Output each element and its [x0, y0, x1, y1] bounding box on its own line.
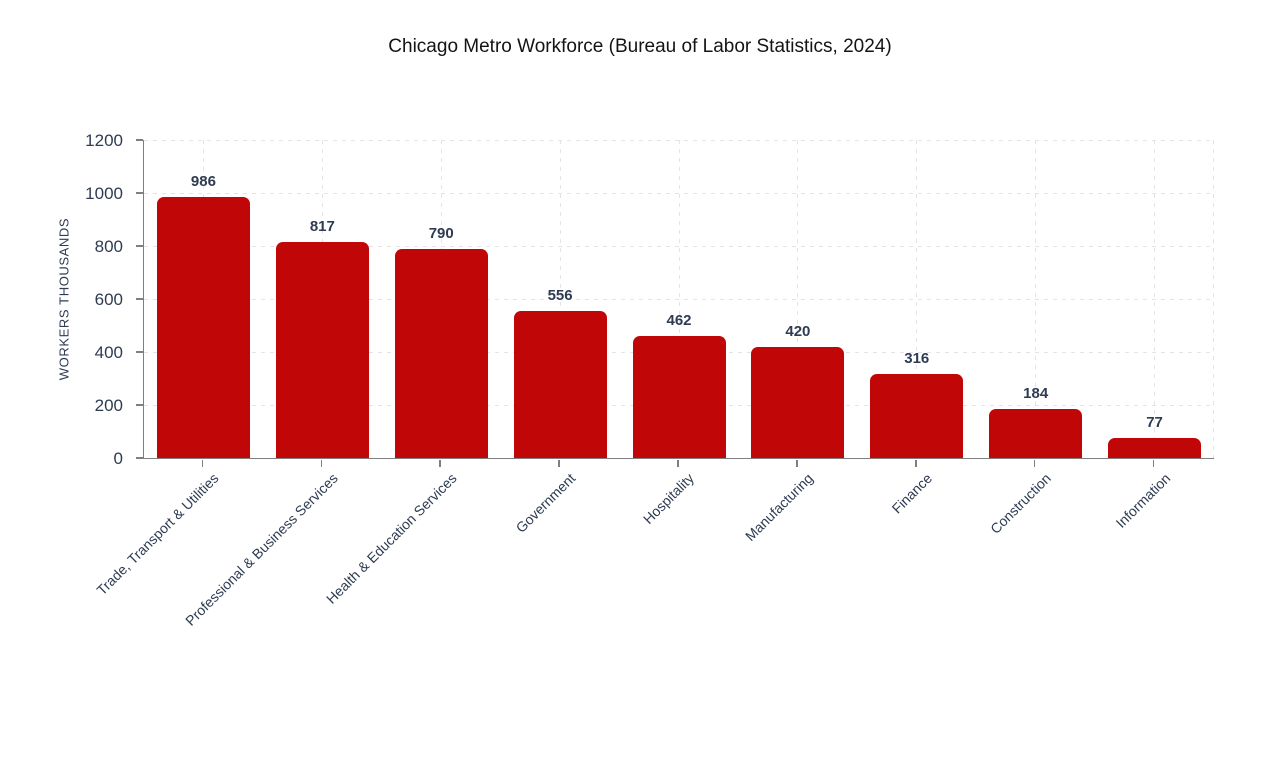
bar-value-label: 790: [428, 224, 454, 242]
v-gridline: [1035, 140, 1037, 458]
bar: [394, 248, 488, 458]
x-tick-label: Information: [1112, 470, 1173, 531]
bar-value-label: 77: [1146, 413, 1163, 431]
x-tick-label: Construction: [987, 470, 1054, 537]
bar: [632, 335, 726, 458]
bar: [1108, 437, 1202, 458]
x-tick-label: Government: [512, 470, 579, 536]
x-tick-label: Health & Education Services: [322, 470, 460, 607]
bar: [870, 374, 964, 458]
x-tick-mark: [439, 459, 441, 467]
x-tick-mark: [1152, 459, 1155, 467]
y-tick-mark: [136, 298, 143, 300]
y-tick-mark: [136, 404, 143, 406]
v-gridline: [916, 140, 918, 458]
bar: [275, 241, 369, 458]
x-tick-label: Hospitality: [640, 470, 698, 527]
v-gridline: [797, 140, 799, 458]
x-tick-label: Finance: [888, 470, 936, 517]
y-tick-label: 1000: [85, 183, 123, 203]
bar: [751, 346, 845, 458]
bar-value-label: 420: [785, 322, 811, 340]
y-tick-mark: [136, 457, 143, 459]
y-tick-mark: [136, 192, 143, 194]
y-tick-mark: [136, 139, 143, 141]
bar: [156, 196, 250, 458]
bar-value-label: 184: [1023, 385, 1049, 403]
y-tick-mark: [136, 245, 143, 247]
y-tick-label: 0: [113, 448, 123, 468]
bar: [989, 409, 1083, 458]
chart-title: Chicago Metro Workforce (Bureau of Labor…: [388, 36, 892, 57]
bar-value-label: 462: [666, 311, 692, 329]
x-tick-mark: [677, 459, 679, 467]
plot-area: 986 817 790 556 462 420 316 184 77: [143, 139, 1214, 459]
v-gridline: [559, 140, 561, 458]
x-tick-mark: [558, 459, 560, 467]
y-tick-label: 200: [94, 395, 123, 415]
x-tick-mark: [320, 459, 323, 467]
x-tick-mark: [1033, 459, 1036, 467]
x-tick-label: Trade, Transport & Utilities: [93, 470, 222, 599]
v-gridline: [1213, 140, 1214, 458]
x-tick-label: Manufacturing: [742, 470, 817, 545]
x-tick-mark: [796, 459, 798, 467]
bar-value-label: 986: [190, 172, 216, 190]
x-tick-mark: [201, 459, 204, 467]
y-tick-label: 1200: [85, 130, 123, 150]
bar-value-label: 817: [309, 217, 335, 235]
v-gridline: [1154, 140, 1156, 458]
x-axis-tick-labels: Trade, Transport & Utilities Professional…: [94, 470, 1213, 690]
y-tick-label: 400: [94, 342, 123, 362]
y-tick-mark: [136, 351, 143, 353]
bar-value-label: 556: [547, 286, 573, 304]
bar: [513, 310, 607, 458]
y-tick-label: 600: [94, 289, 123, 309]
v-gridline: [678, 140, 680, 458]
bar-value-label: 316: [904, 350, 930, 368]
y-tick-label: 800: [94, 236, 123, 256]
y-axis-tick-labels: 0 200 400 600 800 1000 1200: [0, 132, 133, 467]
x-tick-mark: [915, 459, 917, 467]
